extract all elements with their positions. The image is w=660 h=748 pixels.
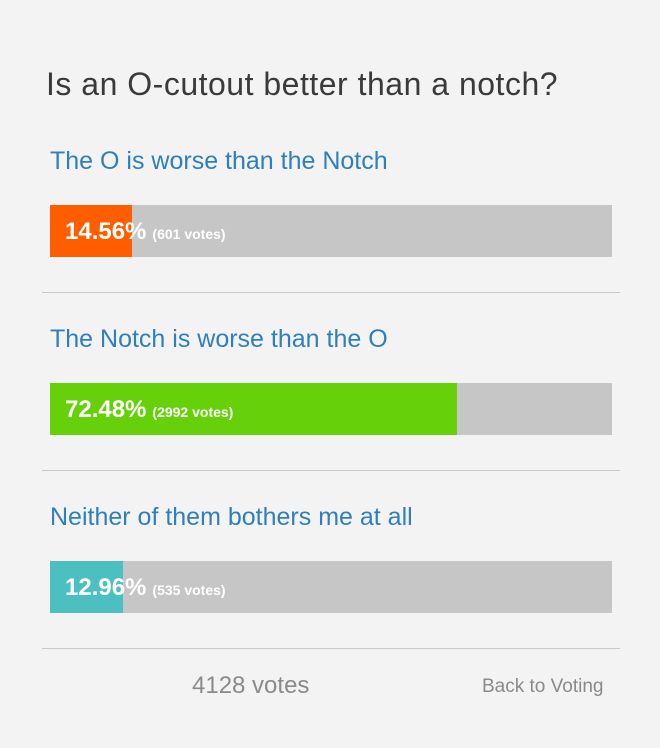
vote-count: (2992 votes) (152, 404, 234, 420)
option-label: The Notch is worse than the O (50, 325, 388, 353)
bar-track: 12.96% (535 votes) (50, 561, 612, 613)
percent-text: 14.56% (601 votes) (65, 218, 226, 246)
bar-fill (50, 561, 123, 613)
bar-track: 14.56% (601 votes) (50, 205, 612, 257)
percent-label: 72.48% (65, 396, 147, 423)
separator (42, 292, 620, 293)
percent-text: 72.48% (2992 votes) (65, 396, 233, 424)
percent-text: 12.96% (535 votes) (65, 574, 226, 602)
separator (42, 470, 620, 471)
separator (42, 648, 620, 649)
poll-title: Is an O-cutout better than a notch? (46, 66, 559, 102)
bar-fill (50, 383, 458, 435)
percent-label: 14.56% (65, 218, 147, 245)
option-label: Neither of them bothers me at all (50, 503, 413, 531)
bar-track: 72.48% (2992 votes) (50, 383, 612, 435)
vote-count: (535 votes) (152, 582, 226, 598)
bar-fill (50, 205, 132, 257)
total-votes: 4128 votes (192, 672, 310, 699)
option-label: The O is worse than the Notch (50, 147, 388, 175)
vote-count: (601 votes) (152, 226, 226, 242)
back-to-voting[interactable]: Back to Voting (482, 676, 604, 697)
percent-label: 12.96% (65, 574, 147, 601)
